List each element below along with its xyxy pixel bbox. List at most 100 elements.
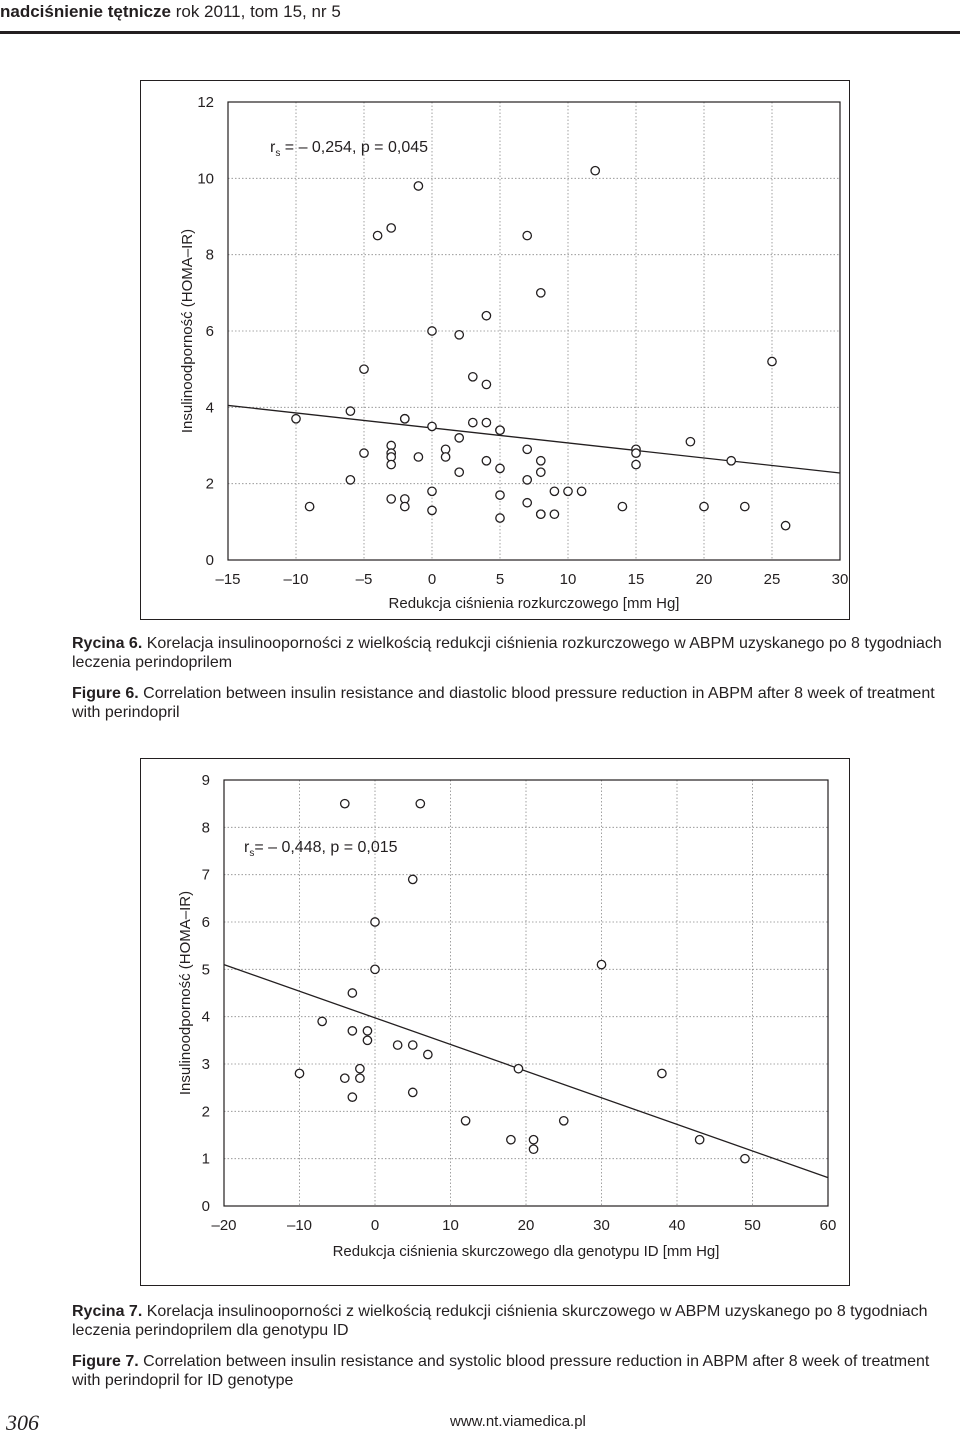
data-point: [513, 1063, 524, 1074]
data-point: [427, 505, 437, 516]
y-tick-label: 4: [202, 1009, 210, 1026]
data-point: [495, 513, 505, 523]
data-point: [422, 1049, 433, 1060]
data-point: [370, 964, 380, 975]
data-point: [528, 1134, 539, 1145]
x-tick-label: 30: [832, 571, 849, 588]
data-point: [699, 501, 709, 512]
y-tick-label: 2: [206, 476, 214, 493]
journal-url: www.nt.viamedica.pl: [450, 1413, 586, 1430]
x-tick-label: 30: [593, 1217, 610, 1234]
y-tick-label: 4: [206, 399, 214, 416]
data-point: [481, 417, 492, 428]
y-tick-label: 2: [202, 1103, 210, 1120]
x-tick-label: 0: [371, 1217, 379, 1234]
data-point: [427, 486, 437, 497]
data-point: [522, 497, 533, 508]
data-point: [726, 455, 737, 466]
x-tick-label: –5: [356, 571, 373, 588]
x-tick-label: –15: [215, 571, 240, 588]
data-point: [780, 520, 791, 531]
figure-6-label-en: Figure 6.: [72, 685, 139, 702]
data-point: [427, 326, 437, 336]
data-point: [617, 501, 628, 512]
data-point: [291, 413, 301, 424]
data-point: [317, 1016, 327, 1027]
y-tick-label: 0: [202, 1198, 210, 1215]
figure-7-caption: Rycina 7. Korelacja insulinooporności z …: [72, 1302, 942, 1402]
data-point: [407, 1040, 418, 1050]
data-point: [740, 1153, 750, 1164]
data-point: [347, 1092, 358, 1102]
y-tick-label: 9: [202, 772, 210, 789]
x-tick-label: 60: [820, 1217, 837, 1234]
data-point: [506, 1134, 516, 1145]
regression-line: [227, 404, 841, 474]
x-axis-label: Redukcja ciśnienia rozkurczowego [mm Hg]: [389, 595, 680, 612]
data-point: [362, 1026, 373, 1036]
x-tick-label: 50: [744, 1217, 761, 1234]
data-point: [355, 1063, 365, 1074]
x-tick-label: –20: [211, 1217, 236, 1234]
data-point: [345, 406, 356, 416]
correlation-annotation: rs= – 0,448, p = 0,015: [244, 839, 398, 859]
data-point: [535, 455, 546, 466]
x-tick-label: 10: [560, 571, 577, 588]
figure-6-text-en: Correlation between insulin resistance a…: [72, 685, 935, 721]
data-point: [535, 509, 546, 520]
data-point: [460, 1115, 471, 1126]
data-point: [454, 329, 465, 340]
figure-6-caption-en: Figure 6. Correlation between insulin re…: [72, 684, 942, 722]
journal-issue: rok 2011, tom 15, nr 5: [171, 2, 341, 21]
y-axis-label: Insulinoodporność (HOMA–IR): [177, 891, 194, 1095]
data-point: [427, 421, 437, 432]
y-axis-label: Insulinoodporność (HOMA–IR): [179, 229, 196, 433]
data-point: [359, 364, 369, 375]
data-point: [481, 379, 492, 390]
y-tick-label: 6: [206, 323, 214, 340]
data-point: [563, 486, 573, 497]
x-tick-label: 10: [442, 1217, 459, 1234]
x-tick-label: 40: [669, 1217, 686, 1234]
y-tick-label: 1: [202, 1151, 210, 1168]
figure-6-caption-pl: Rycina 6. Korelacja insulinooporności z …: [72, 634, 942, 672]
data-point: [339, 798, 350, 809]
data-point: [339, 1073, 350, 1084]
data-point: [481, 310, 492, 321]
data-point: [454, 433, 465, 443]
data-point: [549, 486, 560, 497]
x-tick-label: 0: [428, 571, 436, 588]
data-point: [495, 490, 505, 500]
data-point: [407, 1087, 418, 1098]
data-point: [359, 448, 369, 458]
regression-line: [223, 963, 829, 1179]
x-tick-label: 25: [764, 571, 781, 588]
data-point: [392, 1040, 403, 1050]
data-point: [386, 223, 397, 233]
data-point: [440, 452, 451, 462]
data-point: [549, 509, 560, 520]
data-point: [407, 874, 418, 885]
data-point: [347, 1026, 358, 1036]
data-point: [370, 917, 380, 927]
data-point: [345, 474, 356, 485]
data-point: [739, 501, 750, 512]
data-point: [467, 417, 478, 428]
data-point: [522, 230, 533, 241]
figure-6-chart: –15 –10 –5 0 5 10 15 20 25 30 0 2 4 6 8 10 12 Redukcja ci…: [140, 80, 850, 620]
plot-area: [227, 101, 841, 561]
data-point: [399, 413, 410, 424]
data-point: [467, 371, 478, 382]
figure-7-chart: –20 –10 0 10 20 30 40 50 60 0 1 2 3 4 5 6 7 8 9 Redukcja ci…: [140, 758, 850, 1286]
data-point: [528, 1144, 539, 1155]
chart-frame: [140, 758, 850, 1286]
data-point: [685, 436, 696, 447]
data-point: [454, 467, 465, 478]
data-point: [362, 1035, 373, 1046]
data-point: [596, 959, 607, 970]
figure-7-label-en: Figure 7.: [72, 1353, 139, 1370]
journal-header: nadciśnienie tętnicze rok 2011, tom 15, …: [0, 0, 960, 34]
figure-6-label-pl: Rycina 6.: [72, 635, 143, 652]
x-tick-label: –10: [283, 571, 308, 588]
data-point: [413, 181, 424, 191]
